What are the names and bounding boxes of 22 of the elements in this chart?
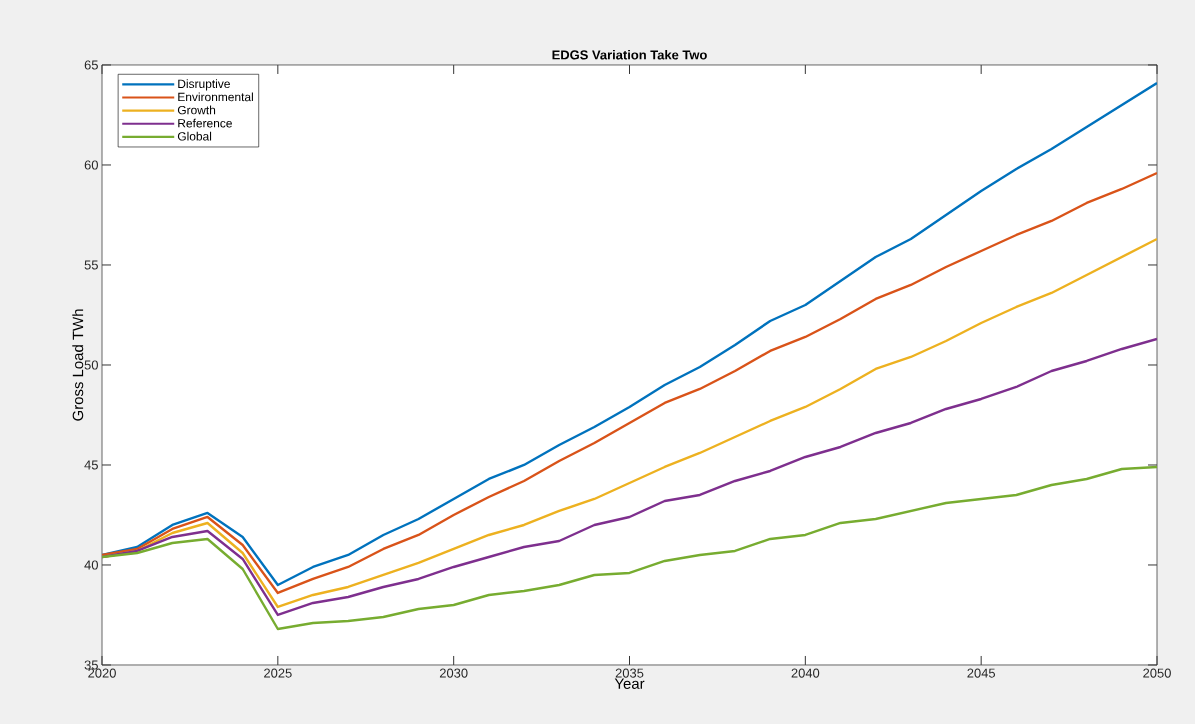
y-tick-label: 65 bbox=[84, 60, 98, 70]
legend-label: Global bbox=[177, 131, 212, 141]
x-tick-label: 2020 bbox=[88, 668, 116, 678]
x-tick-label: 2040 bbox=[791, 668, 820, 678]
y-tick-label: 50 bbox=[84, 360, 98, 370]
x-tick-label: 2045 bbox=[967, 668, 996, 678]
chart-title: EDGS Variation Take Two bbox=[552, 49, 707, 60]
x-tick-label: 2050 bbox=[1143, 668, 1171, 678]
y-axis-title: Gross Load TWh bbox=[72, 309, 84, 421]
y-tick-label: 45 bbox=[84, 460, 98, 470]
y-tick-label: 55 bbox=[84, 260, 98, 270]
legend-label: Reference bbox=[178, 118, 232, 128]
x-tick-label: 2025 bbox=[264, 668, 292, 678]
legend-label: Disruptive bbox=[178, 79, 230, 91]
y-tick-label: 60 bbox=[84, 160, 98, 170]
legend-label: Growth bbox=[177, 105, 216, 115]
y-tick-label: 35 bbox=[84, 660, 98, 670]
x-axis-title: Year bbox=[614, 678, 645, 689]
x-tick-label: 2035 bbox=[615, 668, 644, 678]
x-tick-label: 2030 bbox=[439, 668, 468, 678]
y-tick-label: 40 bbox=[84, 560, 98, 570]
legend-label: Environmental bbox=[178, 92, 253, 102]
